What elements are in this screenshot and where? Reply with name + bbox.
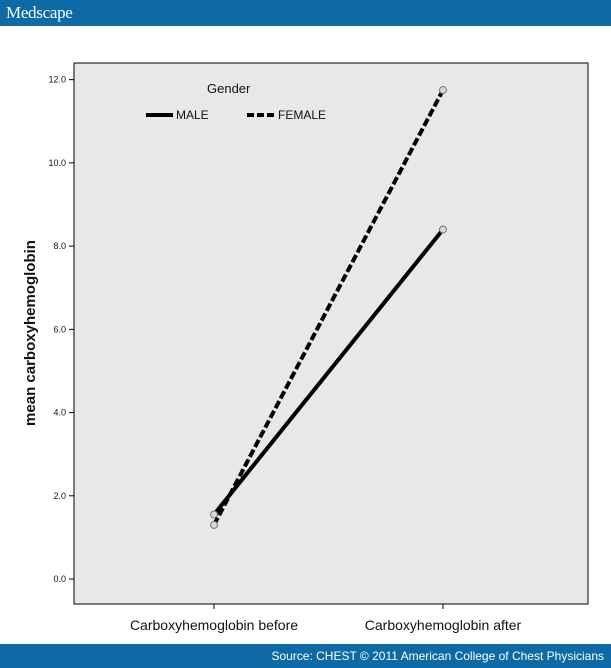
- legend-label-female: FEMALE: [278, 108, 326, 122]
- brand-logo: Medscape: [6, 3, 73, 22]
- source-credit: Source: CHEST © 2011 American College of…: [271, 649, 604, 663]
- plot-area: [73, 62, 589, 605]
- header-bar: Medscape: [0, 0, 611, 26]
- data-point-male: [210, 510, 218, 519]
- y-tick-label: 4.0: [53, 408, 66, 418]
- legend-label-male: MALE: [176, 108, 209, 122]
- y-axis-label: mean carboxyhemoglobin: [22, 240, 39, 426]
- data-point-male: [439, 225, 447, 234]
- series-line-female: [212, 89, 445, 526]
- series-line-male: [212, 228, 445, 516]
- legend-title: Gender: [207, 81, 251, 96]
- y-tick-label: 12.0: [48, 75, 66, 85]
- series-group: [210, 86, 447, 529]
- x-tick-label: Carboxyhemoglobin before: [130, 617, 298, 633]
- y-tick-label: 6.0: [53, 324, 66, 334]
- legend: Gender MALE FEMALE: [146, 81, 326, 122]
- x-ticks: Carboxyhemoglobin before Carboxyhemoglobi…: [130, 604, 522, 633]
- y-tick-label: 2.0: [53, 491, 66, 501]
- y-tick-label: 8.0: [53, 241, 66, 251]
- data-point-female: [439, 86, 447, 95]
- data-point-female: [210, 520, 218, 529]
- y-tick-label: 0.0: [53, 574, 66, 584]
- y-ticks: 0.0 2.0 4.0 6.0 8.0 10.0 12.0: [48, 75, 74, 584]
- footer-bar: Source: CHEST © 2011 American College of…: [0, 644, 611, 668]
- x-tick-label: Carboxyhemoglobin after: [365, 617, 522, 633]
- y-tick-label: 10.0: [48, 158, 66, 168]
